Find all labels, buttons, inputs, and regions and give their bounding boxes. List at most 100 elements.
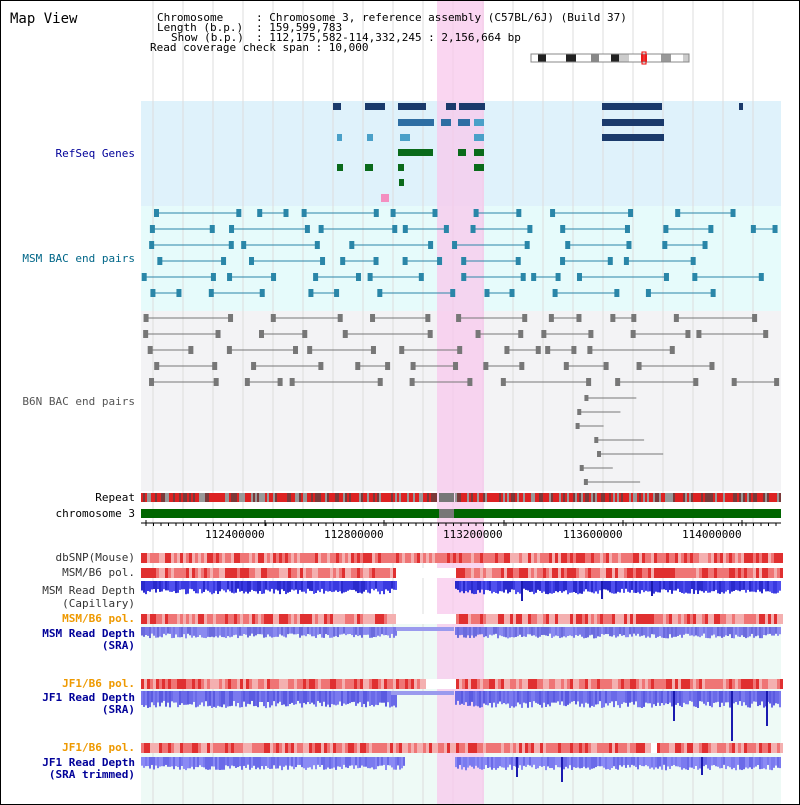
depth-bar (353, 627, 355, 638)
heat-cell (471, 568, 474, 578)
repeat-feature (729, 493, 731, 502)
heat-cell (387, 679, 390, 689)
track-label-msm-b6-pol[interactable]: MSM/B6 pol. (62, 566, 135, 579)
depth-bar (603, 581, 605, 590)
heat-cell (684, 679, 687, 689)
heat-cell (729, 743, 732, 753)
track-label-msm-read-depth-capillary[interactable]: MSM Read Depth (42, 584, 135, 597)
heat-cell (423, 568, 426, 578)
heat-cell (360, 743, 363, 753)
heat-cell (348, 743, 351, 753)
heat-cell (285, 614, 288, 624)
depth-bar (551, 757, 553, 769)
track-label-msm-bac[interactable]: MSM BAC end pairs (22, 252, 135, 265)
depth-bar (669, 691, 671, 703)
heat-cell (615, 743, 618, 753)
repeat-feature (761, 493, 763, 502)
depth-bar (771, 691, 773, 708)
depth-bar (757, 627, 759, 636)
depth-bar (533, 581, 535, 595)
depth-bar (351, 627, 353, 636)
repeat-feature (209, 493, 211, 502)
track-label-dbsnp[interactable]: dbSNP(Mouse) (55, 551, 135, 564)
heat-cell (366, 568, 369, 578)
depth-bar (157, 757, 159, 769)
depth-bar (579, 757, 581, 769)
depth-bar (471, 627, 473, 636)
depth-bar (673, 757, 675, 765)
depth-bar (741, 691, 743, 706)
repeat-feature (523, 493, 525, 502)
heat-cell (459, 679, 462, 689)
track-label-refseq-genes[interactable]: RefSeq Genes (55, 147, 135, 160)
track-label-msm-b6-pol-sra[interactable]: MSM/B6 pol. (62, 612, 135, 625)
depth-bar (247, 581, 249, 594)
track-label-repeat[interactable]: Repeat (95, 491, 135, 504)
depth-bar (537, 691, 539, 704)
depth-bar (475, 581, 477, 594)
depth-bar (699, 757, 701, 769)
depth-bar (249, 691, 251, 705)
depth-bar (189, 627, 191, 636)
depth-bar (325, 691, 327, 707)
heat-cell (273, 553, 276, 563)
depth-bar (227, 627, 229, 637)
track-label-msm-read-depth-sra[interactable]: MSM Read Depth (42, 627, 135, 640)
repeat-feature (713, 493, 715, 502)
heat-cell (213, 743, 216, 753)
repeat-feature (581, 493, 583, 502)
heat-cell (414, 553, 417, 563)
depth-bar (507, 691, 509, 704)
depth-bar (777, 691, 779, 704)
repeat-feature (601, 493, 603, 502)
depth-bar (527, 627, 529, 635)
depth-bar (271, 581, 273, 589)
track-label-b6n-bac[interactable]: B6N BAC end pairs (22, 395, 135, 408)
track-label-msm-read-depth-capillary-sub[interactable]: (Capillary) (62, 597, 135, 610)
depth-bar (707, 581, 709, 593)
heat-cell (300, 679, 303, 689)
depth-bar (687, 627, 689, 634)
depth-bar (315, 691, 317, 707)
heat-cell (303, 679, 306, 689)
heat-cell (732, 553, 735, 563)
msm-bac-pair (402, 225, 408, 233)
heat-cell (771, 553, 774, 563)
track-label-jf1-b6-pol-trimmed[interactable]: JF1/B6 pol. (62, 741, 135, 754)
repeat-feature (533, 493, 535, 502)
heat-cell (192, 679, 195, 689)
track-label-jf1-b6-pol[interactable]: JF1/B6 pol. (62, 677, 135, 690)
heat-cell (267, 568, 270, 578)
heat-cell (657, 743, 660, 753)
depth-bar (775, 627, 777, 634)
depth-bar (145, 757, 147, 767)
track-label-jf1-read-depth-sra[interactable]: JF1 Read Depth (42, 691, 135, 704)
depth-bar (771, 627, 773, 636)
repeat-feature (643, 493, 645, 502)
heat-cell (627, 743, 630, 753)
heat-cell (408, 743, 411, 753)
track-label-chromosome[interactable]: chromosome 3 (55, 507, 135, 520)
depth-bar (355, 581, 357, 592)
msm-bac-pair (509, 289, 515, 297)
track-label-jf1-read-depth-sra-sub[interactable]: (SRA) (101, 703, 135, 716)
track-label-msm-read-depth-sra-sub[interactable]: (SRA) (101, 639, 135, 652)
depth-bar (569, 581, 571, 593)
repeat-feature (641, 493, 643, 502)
heat-cell (405, 614, 408, 624)
heat-cell (759, 614, 762, 624)
depth-bar (387, 691, 389, 703)
heat-cell (609, 553, 612, 563)
depth-bar (477, 627, 479, 635)
depth-bar (209, 691, 211, 706)
repeat-feature (463, 493, 465, 502)
heat-cell (756, 553, 759, 563)
track-label-jf1-read-depth-trimmed[interactable]: JF1 Read Depth (42, 756, 135, 769)
heat-cell (471, 679, 474, 689)
ideogram-band (576, 54, 591, 62)
heat-cell (522, 743, 525, 753)
heat-cell (240, 743, 243, 753)
track-label-jf1-read-depth-trimmed-sub[interactable]: (SRA trimmed) (48, 768, 135, 781)
gene-feature (400, 134, 410, 141)
